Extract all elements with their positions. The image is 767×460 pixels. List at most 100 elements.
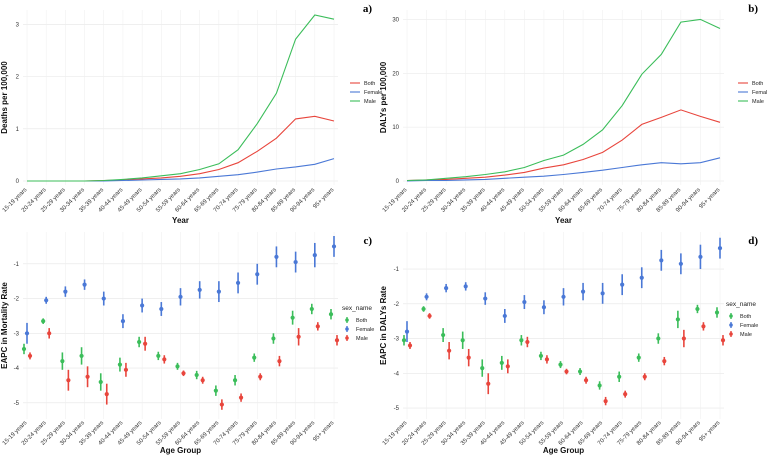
legend-label: Female (740, 323, 758, 329)
data-point-female (502, 313, 507, 319)
legend: Both Female Male (350, 81, 382, 105)
data-point-female (274, 254, 279, 259)
data-point-female (293, 259, 298, 265)
data-point-female (483, 296, 488, 301)
data-point-both (309, 306, 314, 312)
series-line-male (406, 18, 721, 182)
data-point-both (401, 338, 407, 343)
y-tick-label: 0 (396, 179, 400, 185)
data-point-male (623, 392, 628, 397)
data-point-female (424, 294, 429, 299)
data-point-male (642, 374, 647, 379)
y-tick-label: -2 (394, 302, 400, 308)
data-point-female (120, 319, 126, 324)
data-point-male (315, 324, 320, 329)
y-axis-title: EAPC in DALYs Rate (379, 286, 388, 365)
y-axis-title: DALYs per 100,000 (379, 61, 388, 133)
x-axis-title: Year (555, 216, 572, 225)
legend-label: Male (364, 99, 376, 105)
x-tick-label: 95+ years (698, 420, 721, 443)
series-line-female (406, 157, 721, 182)
data-point-female (404, 329, 410, 334)
data-point-female (101, 296, 106, 301)
data-point-both (558, 362, 563, 367)
data-point-male (66, 378, 71, 383)
legend-title: sex_name (726, 301, 756, 308)
data-point-female (541, 305, 547, 310)
data-point-male (238, 395, 244, 400)
data-point-both (577, 369, 583, 374)
y-tick-label: 10 (392, 125, 399, 131)
data-point-both (79, 353, 84, 359)
data-point-female (561, 294, 566, 299)
data-point-both (538, 353, 544, 359)
y-tick-label: -5 (14, 401, 20, 407)
data-point-female (331, 244, 337, 249)
data-point-both (519, 338, 524, 343)
data-point-male (85, 374, 90, 379)
x-axis-title: Age Group (160, 446, 201, 455)
data-point-female (698, 254, 703, 259)
data-point-female (580, 289, 586, 294)
data-point-female (255, 272, 260, 277)
y-tick-label: 3 (16, 22, 20, 28)
y-tick-label: -3 (394, 337, 400, 343)
data-point-both (137, 339, 142, 345)
y-tick-label: 0 (16, 179, 20, 185)
data-point-male (277, 359, 282, 364)
y-tick-label: 20 (392, 71, 399, 77)
data-point-both (460, 338, 465, 343)
legend-label: Both (356, 318, 367, 324)
data-point-both (21, 346, 27, 352)
legend: sex_name Both Female Male (726, 301, 758, 338)
data-point-female (178, 294, 183, 299)
y-tick-label: 2 (16, 75, 20, 81)
data-point-female (678, 261, 683, 266)
data-point-both (290, 315, 295, 320)
data-point-both (252, 355, 257, 360)
legend-label: Both (752, 81, 763, 87)
data-point-both (175, 364, 180, 369)
data-point-female (620, 282, 625, 287)
data-point-male (296, 334, 301, 339)
data-point-both (714, 310, 720, 315)
x-tick-label: 95+ years (698, 187, 721, 210)
data-point-female (600, 291, 605, 296)
data-point-female (82, 282, 87, 287)
data-point-female (24, 331, 30, 336)
data-point-both (41, 319, 46, 324)
data-point-male (27, 353, 33, 359)
legend-label: Both (740, 314, 751, 320)
data-point-male (466, 355, 471, 360)
x-axis-title: Age Group (543, 446, 584, 455)
data-point-both (60, 359, 65, 364)
y-tick-label: -4 (14, 366, 20, 372)
y-axis-title: EAPC in Mortality Rate (0, 282, 9, 369)
panel-label: c) (363, 235, 372, 247)
data-point-male (583, 378, 589, 383)
data-point-both (328, 312, 334, 317)
data-point-female (312, 253, 317, 258)
data-point-both (271, 336, 276, 341)
data-point-female (140, 303, 145, 308)
legend-swatch-male (729, 332, 733, 336)
data-point-male (104, 392, 109, 397)
data-point-female (639, 275, 644, 280)
data-point-both (156, 353, 161, 359)
y-axis-title: Deaths per 100,000 (0, 61, 9, 134)
legend-label: Both (364, 81, 375, 87)
data-point-male (334, 338, 340, 343)
data-point-both (117, 362, 123, 367)
data-point-both (421, 306, 426, 312)
data-point-male (162, 357, 167, 362)
data-point-female (159, 306, 164, 312)
y-tick-label: -1 (14, 262, 20, 268)
data-point-male (603, 398, 608, 404)
data-point-male (143, 341, 148, 346)
data-point-both (441, 332, 446, 338)
data-point-both (656, 336, 661, 341)
legend-swatch-female (729, 323, 733, 327)
